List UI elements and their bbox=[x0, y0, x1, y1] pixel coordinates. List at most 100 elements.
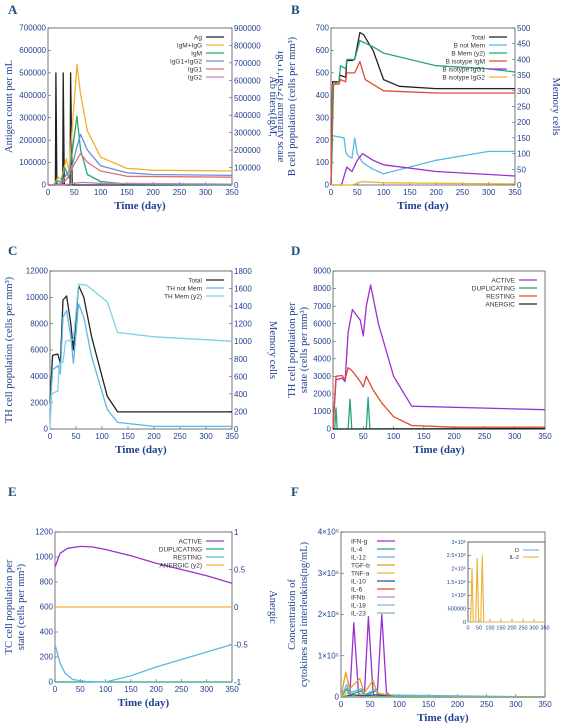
inset-x-tick-label: 300 bbox=[529, 626, 538, 632]
y-axis-title: TH cell population (cells per mm³) bbox=[4, 276, 15, 423]
y2-tick-label: 1600 bbox=[234, 285, 252, 294]
panel-letter: D bbox=[291, 243, 300, 258]
y2-tick-label: 0.5 bbox=[234, 566, 246, 575]
y2-tick-label: 800000 bbox=[234, 41, 261, 50]
x-tick-label: 100 bbox=[377, 188, 391, 197]
y2-tick-label: 1000 bbox=[234, 337, 252, 346]
x-tick-label: 300 bbox=[200, 685, 214, 694]
y-tick-label: 400 bbox=[316, 91, 330, 100]
y-tick-label: 100 bbox=[316, 158, 330, 167]
x-tick-label: 200 bbox=[146, 188, 160, 197]
x-tick-label: 150 bbox=[124, 685, 138, 694]
x-tick-label: 50 bbox=[70, 188, 79, 197]
legend-label: DUPLICATING bbox=[472, 286, 515, 293]
legend-label: B isotype IgM bbox=[446, 59, 485, 66]
y2-tick-label: -1 bbox=[234, 678, 242, 687]
y2-tick-label: 0 bbox=[234, 425, 239, 434]
legend-label: IL-23 bbox=[351, 611, 366, 618]
x-tick-label: 50 bbox=[359, 432, 368, 441]
series-line-duplicating bbox=[333, 397, 545, 429]
x-tick-label: 150 bbox=[120, 188, 134, 197]
series-line-b-isotype-igm bbox=[331, 62, 515, 185]
y-tick-label: 600 bbox=[316, 46, 330, 55]
y2-axis-title: Memory cells bbox=[267, 321, 278, 379]
y2-tick-label: -0.5 bbox=[234, 641, 248, 650]
x-tick-label: 100 bbox=[94, 188, 108, 197]
y-axis-title: B cell population (cells per mm³) bbox=[287, 36, 298, 176]
inset-x-tick-label: 250 bbox=[518, 626, 527, 632]
inset-x-tick-label: 350 bbox=[540, 626, 549, 632]
legend-label: B isotype IgG1 bbox=[442, 67, 485, 74]
y2-tick-label: 450 bbox=[517, 40, 531, 49]
legend-label: IgM bbox=[191, 51, 202, 58]
inset-frame bbox=[468, 542, 545, 622]
y2-tick-label: 1 bbox=[234, 528, 239, 537]
y-tick-label: 8000 bbox=[313, 284, 331, 293]
legend-label: DUPLICATING bbox=[159, 547, 202, 554]
y2-tick-label: 100000 bbox=[234, 164, 261, 173]
legend-label: B Mem (y2) bbox=[451, 51, 485, 58]
x-tick-label: 100 bbox=[99, 685, 113, 694]
y-tick-label: 6000 bbox=[313, 319, 331, 328]
series-line-resting bbox=[333, 368, 545, 429]
y-tick-label: 0 bbox=[335, 693, 340, 702]
y-tick-label: 2×10⁶ bbox=[318, 610, 339, 619]
legend-label: IL-12 bbox=[351, 555, 366, 562]
y2-tick-label: 150 bbox=[517, 134, 531, 143]
y2-tick-label: 500000 bbox=[234, 94, 261, 103]
y-tick-label: 500000 bbox=[19, 69, 46, 78]
x-tick-label: 200 bbox=[149, 685, 163, 694]
legend-label: IgM+IgG bbox=[177, 43, 202, 50]
y2-tick-label: 200000 bbox=[234, 146, 261, 155]
y-tick-label: 800 bbox=[40, 578, 54, 587]
panel-letter: E bbox=[8, 484, 17, 499]
y2-tick-label: 600 bbox=[234, 372, 248, 381]
legend-label: IL-4 bbox=[351, 547, 363, 554]
y-axis-title: state (cells per mm³) bbox=[16, 563, 27, 650]
x-tick-label: 50 bbox=[72, 432, 81, 441]
legend-label: IFNb bbox=[351, 595, 365, 602]
x-tick-label: 0 bbox=[329, 188, 334, 197]
inset-x-tick-label: 200 bbox=[507, 626, 516, 632]
x-tick-label: 100 bbox=[393, 700, 407, 709]
inset-x-tick-label: 150 bbox=[496, 626, 505, 632]
x-tick-label: 50 bbox=[366, 700, 375, 709]
y2-tick-label: 250 bbox=[517, 103, 531, 112]
x-tick-label: 150 bbox=[121, 432, 135, 441]
x-tick-label: 300 bbox=[508, 432, 522, 441]
x-tick-label: 0 bbox=[48, 432, 53, 441]
y-tick-label: 400000 bbox=[19, 91, 46, 100]
y-tick-label: 4000 bbox=[313, 354, 331, 363]
series-line-active bbox=[55, 546, 232, 583]
panel-letter: C bbox=[8, 243, 17, 258]
y-tick-label: 2000 bbox=[313, 390, 331, 399]
legend-label: IgG1+IgG2 bbox=[170, 59, 202, 66]
x-tick-label: 250 bbox=[175, 685, 189, 694]
legend-label: IL-10 bbox=[351, 579, 366, 586]
panel-letter: B bbox=[291, 2, 300, 17]
x-tick-label: 200 bbox=[147, 432, 161, 441]
inset-x-tick-label: 50 bbox=[476, 626, 482, 632]
legend-label: IgG1 bbox=[188, 67, 202, 74]
x-tick-label: 350 bbox=[538, 432, 552, 441]
y2-tick-label: 1200 bbox=[234, 320, 252, 329]
y-tick-label: 4×10⁶ bbox=[318, 528, 339, 537]
inset-legend-label: IL-2 bbox=[510, 555, 519, 561]
y-tick-label: 700000 bbox=[19, 24, 46, 33]
inset-x-tick-label: 0 bbox=[466, 626, 469, 632]
series-line-resting bbox=[55, 645, 232, 683]
x-tick-label: 250 bbox=[478, 432, 492, 441]
inset-y-tick-label: 0 bbox=[463, 620, 466, 626]
legend-label: RESTING bbox=[173, 555, 202, 562]
legend-label: B not Mem bbox=[454, 43, 485, 50]
x-tick-label: 300 bbox=[482, 188, 496, 197]
x-tick-label: 150 bbox=[417, 432, 431, 441]
y2-tick-label: 200 bbox=[517, 118, 531, 127]
legend-label: ACTIVE bbox=[492, 278, 516, 285]
